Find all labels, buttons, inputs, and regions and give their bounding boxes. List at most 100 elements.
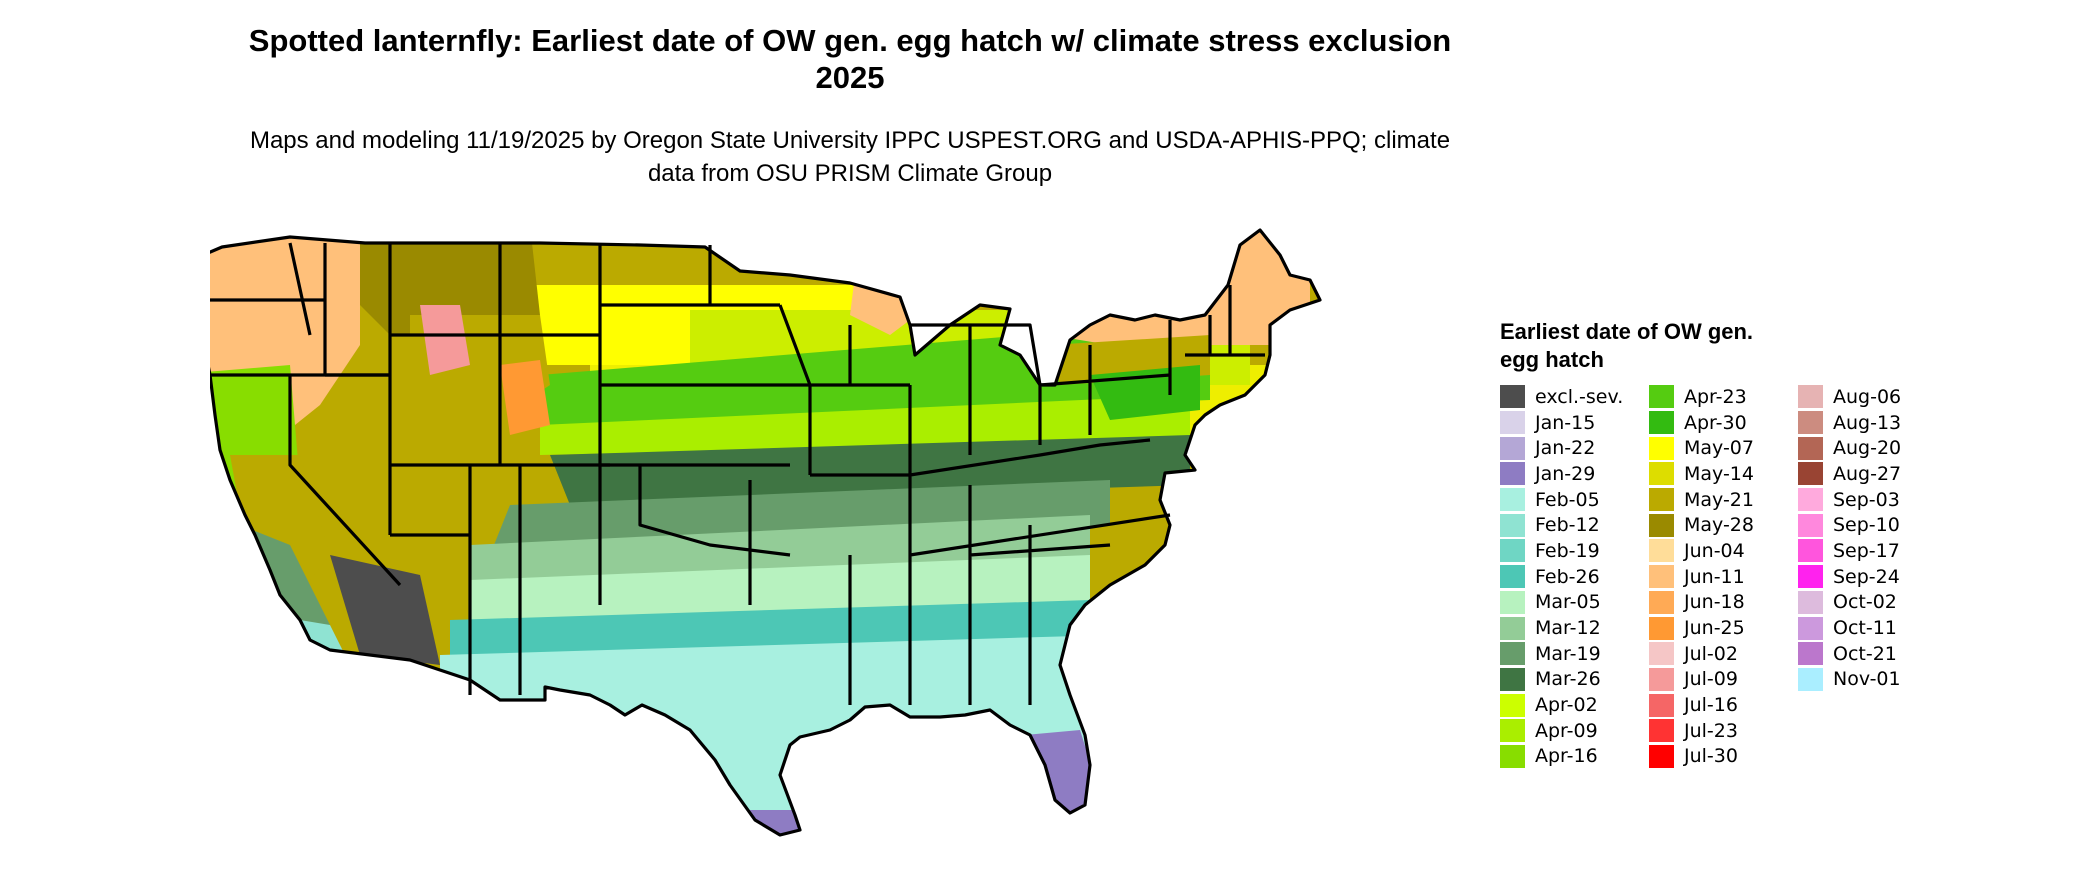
legend-label: Oct-21 (1833, 642, 1897, 665)
legend-item: Jun-11 (1649, 564, 1798, 590)
legend-label: Apr-16 (1535, 745, 1598, 768)
legend-item: Mar-12 (1500, 615, 1649, 641)
central-west-borders (288, 242, 810, 695)
legend-item: Jul-16 (1649, 692, 1798, 718)
legend-item: Apr-02 (1500, 692, 1649, 718)
legend-item: Jul-30 (1649, 744, 1798, 770)
legend-label: Oct-02 (1833, 591, 1897, 614)
legend-label: Apr-02 (1535, 694, 1598, 717)
legend-item: Aug-06 (1798, 384, 1947, 410)
central-borders (638, 245, 910, 605)
legend-swatch (1649, 411, 1674, 435)
legend-swatch (1500, 411, 1525, 435)
legend-label: Oct-11 (1833, 617, 1897, 640)
legend-item: Nov-01 (1798, 667, 1947, 693)
legend-swatch (1649, 462, 1674, 486)
legend-swatch (1500, 719, 1525, 743)
legend-item: Jul-02 (1649, 641, 1798, 667)
legend-swatch (1500, 539, 1525, 563)
legend-label: Mar-26 (1535, 668, 1601, 691)
state-borders (210, 228, 1322, 837)
map-subtitle: Maps and modeling 11/19/2025 by Oregon S… (249, 127, 1451, 187)
legend-label: Sep-24 (1833, 565, 1900, 588)
legend-columns: excl.-sev. Jan-15 Jan-22 Jan-29 Feb-05 Feb-12… (1500, 384, 1947, 769)
legend-label: Sep-10 (1833, 514, 1900, 537)
legend-swatch (1649, 488, 1674, 512)
legend-item: excl.-sev. (1500, 384, 1649, 410)
legend-item: Mar-05 (1500, 590, 1649, 616)
legend-item: Oct-02 (1798, 590, 1947, 616)
legend-swatch (1500, 667, 1525, 691)
legend-item: Jul-23 (1649, 718, 1798, 744)
legend-swatch (1500, 436, 1525, 460)
legend-swatch (1649, 565, 1674, 589)
legend-item: Feb-26 (1500, 564, 1649, 590)
legend-label: Apr-09 (1535, 719, 1598, 742)
legend-item: Feb-05 (1500, 487, 1649, 513)
coastal-band-south (440, 635, 1110, 835)
legend-item: Sep-17 (1798, 538, 1947, 564)
legend-label: Mar-05 (1535, 591, 1601, 614)
legend-swatch (1649, 539, 1674, 563)
southeast-borders (848, 485, 1171, 705)
legend-label: Jun-18 (1684, 591, 1745, 614)
legend-swatch (1798, 539, 1823, 563)
legend-item: Oct-21 (1798, 641, 1947, 667)
legend-swatch (1649, 667, 1674, 691)
arizona-excluded-band (330, 555, 440, 665)
rockies-band (360, 230, 540, 335)
map-title: Spotted lanternfly: Earliest date of OW … (248, 23, 1452, 95)
eastern-borders (848, 323, 1171, 555)
legend-item: Aug-27 (1798, 461, 1947, 487)
legend-item: Feb-12 (1500, 512, 1649, 538)
legend-item: Jun-18 (1649, 590, 1798, 616)
legend-swatch (1500, 385, 1525, 409)
legend-swatch (1798, 488, 1823, 512)
legend-swatch (1798, 642, 1823, 666)
legend-item: Aug-20 (1798, 435, 1947, 461)
legend-label: Aug-06 (1833, 385, 1902, 408)
legend-label: Jul-16 (1684, 694, 1738, 717)
legend-swatch (1649, 616, 1674, 640)
legend-label: Feb-19 (1535, 539, 1600, 562)
legend-label: Jun-11 (1684, 565, 1745, 588)
legend-label: Nov-01 (1833, 668, 1901, 691)
legend-swatch (1798, 411, 1823, 435)
legend-label: Feb-05 (1535, 488, 1600, 511)
legend-label: Aug-13 (1833, 411, 1902, 434)
legend-item: Apr-30 (1649, 410, 1798, 436)
legend-swatch (1649, 513, 1674, 537)
legend-column: Apr-23 Apr-30 May-07 May-14 May-21 May-28 Jun-… (1649, 384, 1798, 769)
legend-item: May-07 (1649, 435, 1798, 461)
legend-swatch (1500, 616, 1525, 640)
legend-item: Oct-11 (1798, 615, 1947, 641)
legend-item: Mar-19 (1500, 641, 1649, 667)
legend-item: May-14 (1649, 461, 1798, 487)
us-egg-hatch-map (210, 225, 1490, 885)
legend-label: Jan-15 (1535, 411, 1596, 434)
legend-swatch (1649, 693, 1674, 717)
legend: Earliest date of OW gen. egg hatch excl.… (1500, 318, 1947, 769)
legend-item: Sep-03 (1798, 487, 1947, 513)
legend-item: Sep-24 (1798, 564, 1947, 590)
legend-label: May-14 (1684, 462, 1754, 485)
northeast-borders (1168, 285, 1265, 395)
legend-label: Sep-03 (1833, 488, 1900, 511)
lower-south-band (490, 480, 1110, 555)
legend-label: Jun-25 (1684, 617, 1745, 640)
legend-swatch (1798, 513, 1823, 537)
legend-item: Apr-09 (1500, 718, 1649, 744)
legend-swatch (1500, 744, 1525, 768)
upper-peninsula-band (850, 230, 930, 335)
legend-item: Jun-25 (1649, 615, 1798, 641)
legend-label: Apr-23 (1684, 385, 1747, 408)
legend-label: Jul-09 (1684, 668, 1738, 691)
legend-swatch (1500, 642, 1525, 666)
legend-label: Mar-19 (1535, 642, 1601, 665)
legend-item: Jun-04 (1649, 538, 1798, 564)
legend-label: Aug-20 (1833, 437, 1902, 460)
legend-item: Jan-29 (1500, 461, 1649, 487)
legend-swatch (1798, 436, 1823, 460)
legend-label: May-07 (1684, 437, 1754, 460)
legend-item: Jan-22 (1500, 435, 1649, 461)
